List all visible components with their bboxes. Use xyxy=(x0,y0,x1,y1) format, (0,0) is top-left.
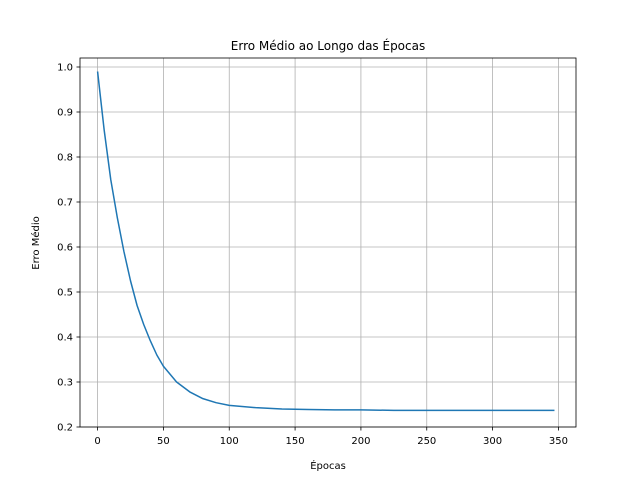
y-tick-label: 0.5 xyxy=(57,288,73,299)
y-axis-title: Erro Médio xyxy=(30,216,42,269)
series-line xyxy=(96,71,555,412)
y-tick-label: 0.7 xyxy=(57,198,73,209)
y-tick-label: 0.6 xyxy=(57,243,73,254)
x-tick-label: 50 xyxy=(157,436,170,447)
x-tick-label: 250 xyxy=(417,436,436,447)
y-tick-label: 1.0 xyxy=(57,63,73,74)
x-tick-label: 350 xyxy=(549,436,568,447)
y-tick-label: 0.3 xyxy=(57,378,73,389)
series-layer xyxy=(96,71,555,412)
x-tick-label: 150 xyxy=(286,436,305,447)
grid-lines xyxy=(80,58,576,428)
y-tick-label: 0.4 xyxy=(57,333,73,344)
axis-ticks: 0 50 100 150 200 250 300 350 0.2 0.3 0.4 0.5 0.6 0.7 0… xyxy=(57,63,568,448)
chart-title: Erro Médio ao Longo das Épocas xyxy=(231,38,425,53)
x-tick-label: 0 xyxy=(94,436,100,447)
x-tick-label: 200 xyxy=(351,436,370,447)
y-tick-label: 0.2 xyxy=(57,423,73,434)
plot-frame xyxy=(79,57,577,428)
x-tick-label: 300 xyxy=(483,436,502,447)
x-tick-label: 100 xyxy=(220,436,239,447)
x-axis-title: Épocas xyxy=(310,459,346,472)
y-tick-label: 0.9 xyxy=(57,108,73,119)
y-tick-label: 0.8 xyxy=(57,153,73,164)
